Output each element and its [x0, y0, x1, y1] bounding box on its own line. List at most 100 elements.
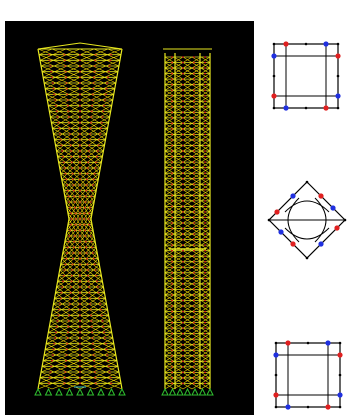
node	[171, 355, 173, 357]
brace	[200, 228, 211, 235]
node	[171, 349, 173, 351]
brace	[89, 303, 98, 310]
support	[118, 387, 126, 396]
brace	[107, 383, 122, 390]
node	[72, 258, 75, 260]
brace	[71, 207, 76, 214]
node	[79, 314, 81, 316]
node	[171, 111, 173, 113]
node	[182, 205, 184, 207]
brace	[64, 275, 74, 282]
node	[79, 150, 81, 152]
brace	[89, 190, 97, 197]
brace	[182, 217, 193, 224]
brace	[200, 117, 211, 124]
node	[51, 354, 54, 356]
node	[171, 67, 173, 69]
brace	[164, 333, 175, 340]
brace	[60, 315, 71, 322]
brace	[79, 309, 90, 316]
brace	[85, 247, 92, 254]
brace	[164, 211, 175, 218]
node	[65, 252, 68, 254]
node	[171, 239, 173, 241]
node	[193, 61, 195, 64]
brace	[90, 326, 101, 333]
node	[63, 377, 66, 379]
node	[193, 167, 195, 169]
node	[99, 309, 102, 311]
brace	[75, 230, 81, 237]
brace	[62, 128, 71, 135]
node	[204, 344, 206, 346]
brace	[85, 173, 94, 180]
node	[193, 56, 195, 58]
node	[193, 322, 195, 324]
node	[79, 280, 81, 282]
brace	[79, 179, 87, 186]
brace	[60, 111, 70, 118]
brace	[86, 162, 95, 169]
brace	[182, 283, 193, 290]
node	[79, 110, 81, 112]
outer-wall	[275, 342, 341, 408]
node	[71, 173, 74, 175]
node	[193, 360, 195, 362]
node	[171, 156, 173, 158]
node	[52, 88, 55, 90]
node	[85, 190, 88, 192]
inner-core	[285, 55, 327, 97]
node	[99, 133, 102, 135]
node	[182, 272, 184, 274]
node	[193, 216, 195, 219]
brace	[79, 315, 90, 322]
node	[109, 59, 112, 61]
node	[65, 76, 68, 78]
brace	[182, 200, 193, 207]
node	[62, 275, 65, 277]
brace	[88, 128, 99, 135]
brace	[63, 241, 71, 248]
brace	[200, 311, 211, 318]
node	[73, 201, 76, 203]
brace	[164, 178, 175, 185]
brace	[164, 156, 175, 163]
brace	[182, 278, 193, 285]
node	[193, 111, 195, 113]
brace	[51, 383, 67, 390]
plan-point	[272, 74, 276, 78]
node	[182, 156, 184, 158]
brace	[73, 167, 81, 174]
brace	[200, 372, 211, 379]
brace	[182, 195, 193, 202]
node	[70, 275, 73, 277]
brace	[79, 377, 94, 384]
brace	[182, 316, 193, 323]
brace	[66, 371, 81, 378]
brace	[58, 269, 67, 276]
brace	[98, 303, 107, 310]
brace	[164, 344, 175, 351]
brace	[164, 250, 175, 257]
node	[66, 105, 69, 107]
brace	[79, 48, 95, 55]
outer-wall	[273, 43, 339, 109]
brace	[85, 241, 91, 248]
plan-node	[285, 340, 291, 346]
node	[64, 173, 67, 175]
node	[79, 133, 81, 135]
brace	[75, 218, 81, 225]
brace	[93, 371, 107, 378]
node	[57, 314, 60, 316]
node	[92, 88, 95, 90]
node	[204, 244, 206, 246]
node	[182, 294, 184, 296]
node	[79, 309, 81, 311]
brace	[56, 82, 69, 89]
brace	[182, 333, 193, 340]
node	[193, 299, 195, 302]
brace	[200, 327, 211, 334]
brace	[92, 65, 107, 72]
brace	[76, 213, 81, 220]
brace	[85, 179, 93, 186]
